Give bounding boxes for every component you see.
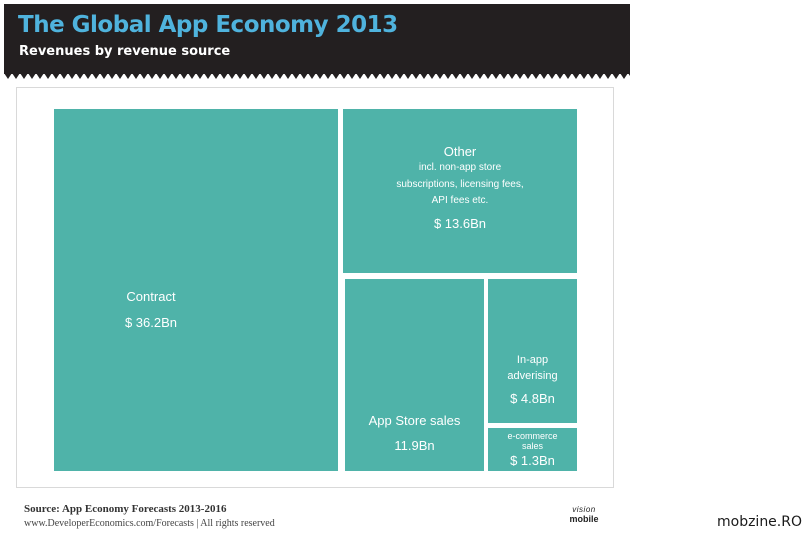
- treemap-tile-e-commerce-sales: e-commerce sales $ 1.3Bn: [488, 428, 577, 471]
- tile-note-other-line2: subscriptions, licensing fees,: [396, 179, 524, 190]
- treemap-tile-contract: Contract $ 36.2Bn: [54, 109, 338, 471]
- tile-label-contract: Contract: [126, 289, 176, 304]
- tile-label-e-commerce-line2: sales: [521, 441, 543, 451]
- tile-note-other-line3: API fees etc.: [431, 195, 489, 206]
- tile-note-other-line1: incl. non-app store: [418, 162, 502, 173]
- logo-line-2: mobile: [569, 514, 599, 524]
- tile-value-e-commerce: $ 1.3Bn: [510, 453, 555, 468]
- tile-label-other: Other: [443, 144, 477, 159]
- visionmobile-logo: vision mobile: [556, 505, 612, 527]
- footer-source: Source: App Economy Forecasts 2013-2016: [24, 503, 227, 515]
- tile-value-other: $ 13.6Bn: [433, 216, 487, 231]
- tile-label-e-commerce-line1: e-commerce: [507, 431, 558, 441]
- tile-label-in-app-line1: In-app: [516, 354, 549, 366]
- tile-value-contract: $ 36.2Bn: [124, 315, 178, 330]
- watermark: mobzine.RO: [716, 514, 802, 530]
- tile-value-in-app: $ 4.8Bn: [510, 391, 555, 406]
- treemap-frame: Contract $ 36.2Bn Other incl. non-app st…: [16, 87, 614, 488]
- footer-url: www.DeveloperEconomics.com/Forecasts | A…: [24, 518, 275, 529]
- tile-value-app-store-sales: 11.9Bn: [394, 438, 435, 453]
- treemap-tile-other: Other incl. non-app store subscriptions,…: [343, 109, 577, 273]
- treemap-tile-app-store-sales: App Store sales 11.9Bn: [345, 279, 484, 471]
- tile-label-app-store-sales: App Store sales: [368, 413, 461, 428]
- header-zigzag-edge: [4, 73, 630, 79]
- header-banner: The Global App Economy 2013 Revenues by …: [4, 4, 630, 79]
- logo-line-1: vision: [572, 505, 596, 514]
- chart-subtitle: Revenues by revenue source: [19, 44, 231, 59]
- tile-label-in-app-line2: adverising: [507, 370, 558, 382]
- chart-title: The Global App Economy 2013: [18, 12, 398, 38]
- treemap-tile-in-app-advertising: In-app adverising $ 4.8Bn: [488, 279, 577, 423]
